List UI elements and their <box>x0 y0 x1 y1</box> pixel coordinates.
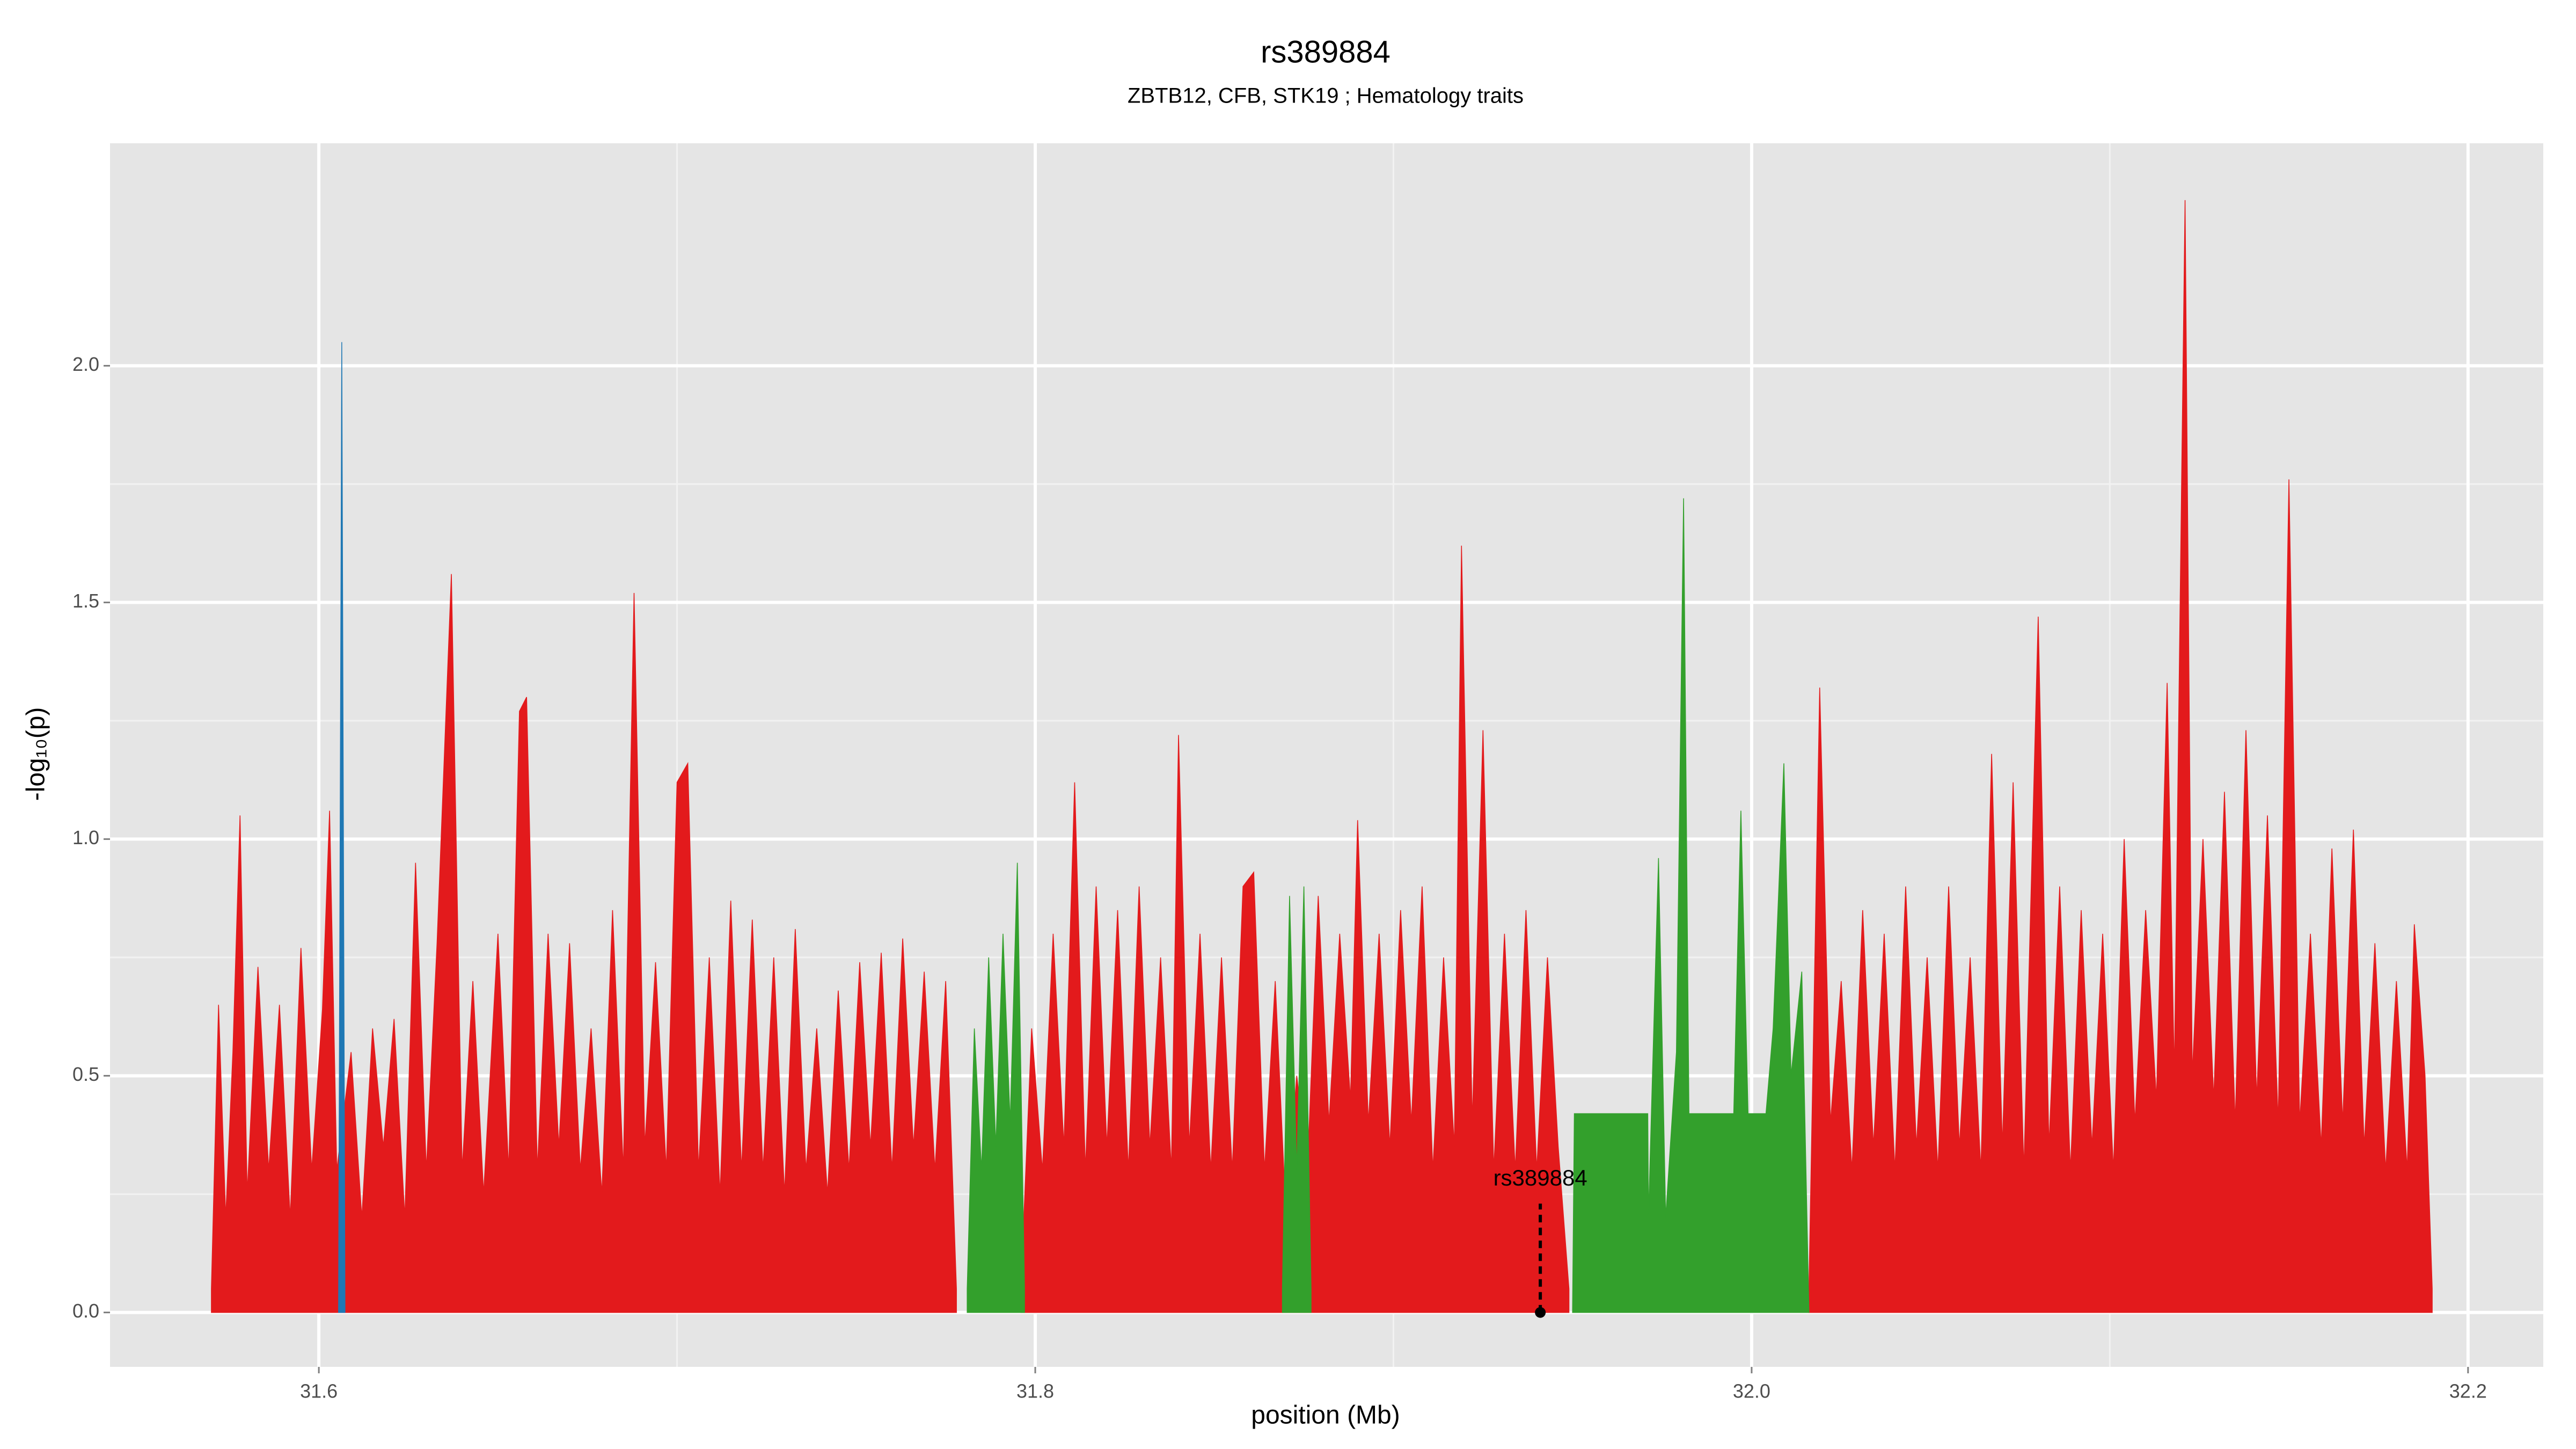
y-tick-label: 1.5 <box>72 590 99 612</box>
signal-area <box>967 498 1810 1313</box>
signal-area <box>338 342 346 1313</box>
y-tick-label: 2.0 <box>72 353 99 375</box>
chart-title: rs389884 <box>1261 34 1391 69</box>
y-tick-label: 0.0 <box>72 1300 99 1322</box>
y-tick-label: 1.0 <box>72 826 99 848</box>
x-tick-label: 31.8 <box>1016 1380 1054 1402</box>
annotation-label: rs389884 <box>1494 1165 1587 1190</box>
y-axis-label: -log₁₀(p) <box>22 707 50 801</box>
y-tick-label: 0.5 <box>72 1063 99 1085</box>
annotation-point <box>1535 1307 1546 1318</box>
x-axis-label: position (Mb) <box>1251 1401 1400 1430</box>
x-tick-label: 31.6 <box>300 1380 338 1402</box>
x-tick-label: 32.2 <box>2449 1380 2487 1402</box>
x-tick-label: 32.0 <box>1733 1380 1770 1402</box>
chart-subtitle: ZBTB12, CFB, STK19 ; Hematology traits <box>1128 84 1524 108</box>
